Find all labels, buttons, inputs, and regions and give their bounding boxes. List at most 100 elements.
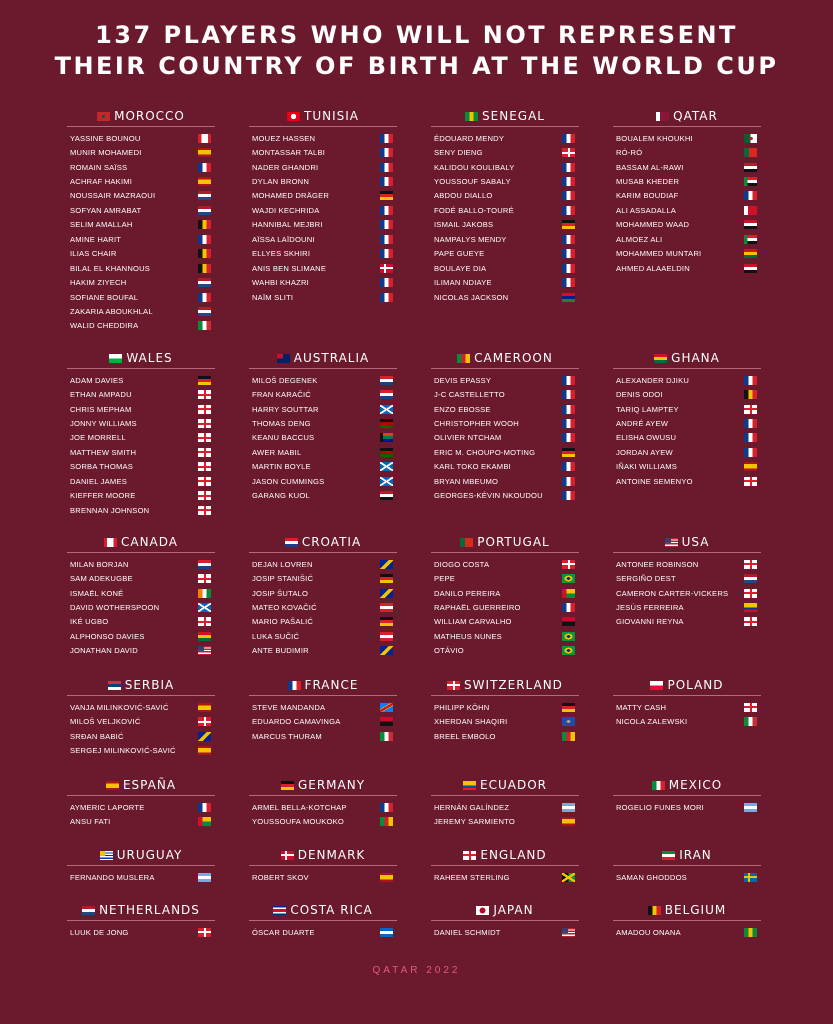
belgium-flag-icon — [198, 263, 211, 273]
divider — [431, 865, 579, 866]
player-name: ILIAS CHAIR — [70, 249, 117, 259]
player-name: DANIEL SCHMIDT — [434, 927, 501, 937]
player-row: ANTOINE SEMENYO — [613, 474, 761, 488]
team-name: SENEGAL — [482, 109, 545, 123]
player-name: ADAM DAVIES — [70, 375, 124, 385]
team-block-croatia: CROATIA DEJAN LOVREN JOSIP STANIŠIĆ JOSIP Š… — [249, 533, 397, 658]
player-name: JORDAN AYEW — [616, 447, 673, 457]
player-row: LUKA SUČIĆ — [249, 629, 397, 643]
drcongo-flag-icon — [380, 702, 393, 712]
guineabissau-flag-icon — [198, 817, 211, 827]
team-header: MOROCCO — [67, 107, 215, 125]
germany-flag-icon — [562, 220, 575, 230]
player-name: MOHAMMED MUNTARI — [616, 249, 702, 259]
team-block-denmark: DENMARK ROBERT SKOV — [249, 846, 397, 884]
divider — [613, 368, 761, 369]
player-row: DEJAN LOVREN — [249, 557, 397, 571]
senegal-flag-icon — [465, 111, 479, 121]
player-name: STEVE MANDANDA — [252, 702, 326, 712]
player-row: ALPHONSO DAVIES — [67, 629, 215, 643]
player-row: BOUALEM KHOUKHI — [613, 131, 761, 145]
netherlands-flag-icon — [744, 574, 757, 584]
player-name: GEORGES-KÉVIN NKOUDOU — [434, 491, 543, 501]
bosnia-flag-icon — [198, 731, 211, 741]
player-row: DANILO PEREIRA — [431, 586, 579, 600]
player-row: AHMED ALAAELDIN — [613, 261, 761, 275]
player-name: ISMAIL JAKOBS — [434, 220, 494, 230]
canada-flag-icon — [103, 537, 117, 547]
player-row: JASON CUMMINGS — [249, 474, 397, 488]
team-name: USA — [681, 535, 710, 549]
southafrica-flag-icon — [380, 433, 393, 443]
player-row: SENY DIENG — [431, 145, 579, 159]
france-flag-icon — [562, 191, 575, 201]
france-flag-icon — [198, 234, 211, 244]
denmark-flag-icon — [280, 850, 294, 860]
player-name: SAM ADEKUGBE — [70, 574, 133, 584]
france-flag-icon — [380, 148, 393, 158]
player-row: ÓSCAR DUARTE — [249, 925, 397, 939]
team-header: AUSTRALIA — [249, 349, 397, 367]
france-flag-icon — [380, 249, 393, 259]
player-name: NICOLAS JACKSON — [434, 292, 509, 302]
england-flag-icon — [744, 404, 757, 414]
player-row: WILLIAM CARVALHO — [431, 615, 579, 629]
player-row: LUUK DE JONG — [67, 925, 215, 939]
divider — [67, 552, 215, 553]
switzerland-flag-icon — [562, 559, 575, 569]
spain-flag-icon — [198, 702, 211, 712]
player-name: MONTASSAR TALBI — [252, 148, 326, 158]
player-name: XHERDAN SHAQIRI — [434, 717, 508, 727]
player-name: FRAN KARAČIĆ — [252, 390, 311, 400]
france-flag-icon — [744, 433, 757, 443]
player-row: GIOVANNI REYNA — [613, 615, 761, 629]
bosnia-flag-icon — [380, 588, 393, 598]
divider — [249, 126, 397, 127]
team-header: SENEGAL — [431, 107, 579, 125]
nicaragua-flag-icon — [380, 927, 393, 937]
player-name: ÓSCAR DUARTE — [252, 927, 315, 937]
player-name: JOE MORRELL — [70, 433, 126, 443]
player-row: AMADOU ONANA — [613, 925, 761, 939]
usa-flag-icon — [198, 646, 211, 656]
team-block-france: FRANCE STEVE MANDANDA EDUARDO CAMAVINGA MAR… — [249, 676, 397, 743]
player-name: SERGEJ MILINKOVIĆ-SAVIĆ — [70, 746, 176, 756]
player-name: JOSIP ŠUTALO — [252, 588, 309, 598]
player-row: J-C CASTELLETTO — [431, 387, 579, 401]
egypt-flag-icon — [380, 491, 393, 501]
argentina-flag-icon — [198, 872, 211, 882]
team-header: ESPAÑA — [67, 776, 215, 794]
france-flag-icon — [198, 292, 211, 302]
team-header: MEXICO — [613, 776, 761, 794]
canada-flag-icon — [198, 133, 211, 143]
scotland-flag-icon — [380, 462, 393, 472]
team-block-belgium: BELGIUM AMADOU ONANA — [613, 901, 761, 939]
player-name: DAVID WOTHERSPOON — [70, 603, 160, 613]
england-flag-icon — [198, 505, 211, 515]
divider — [249, 865, 397, 866]
player-row: EDUARDO CAMAVINGA — [249, 714, 397, 728]
player-row: ILIAS CHAIR — [67, 247, 215, 261]
iran-flag-icon — [662, 850, 676, 860]
team-block-tunisia: TUNISIA MOUEZ HASSEN MONTASSAR TALBI NADER … — [249, 107, 397, 304]
france-flag-icon — [562, 476, 575, 486]
sudan-flag-icon — [744, 234, 757, 244]
player-name: DANIEL JAMES — [70, 476, 127, 486]
player-row: KIEFFER MOORE — [67, 489, 215, 503]
australia-flag-icon — [276, 353, 290, 363]
denmark-flag-icon — [380, 263, 393, 273]
player-name: ILIMAN NDIAYE — [434, 278, 492, 288]
team-name: CANADA — [120, 535, 178, 549]
player-row: ELLYES SKHIRI — [249, 247, 397, 261]
player-row: JOSIP STANIŠIĆ — [249, 571, 397, 585]
player-name: DENIS ODOI — [616, 390, 663, 400]
england-flag-icon — [744, 702, 757, 712]
germany-flag-icon — [562, 702, 575, 712]
player-name: SERGIÑO DEST — [616, 574, 676, 584]
player-name: NAMPALYS MENDY — [434, 234, 507, 244]
team-block-morocco: MOROCCO YASSINE BOUNOU MUNIR MOHAMEDI ROMAI… — [67, 107, 215, 333]
player-row: AWER MABIL — [249, 445, 397, 459]
divider — [613, 695, 761, 696]
player-name: CHRISTOPHER WOOH — [434, 419, 519, 429]
iraq-flag-icon — [744, 162, 757, 172]
